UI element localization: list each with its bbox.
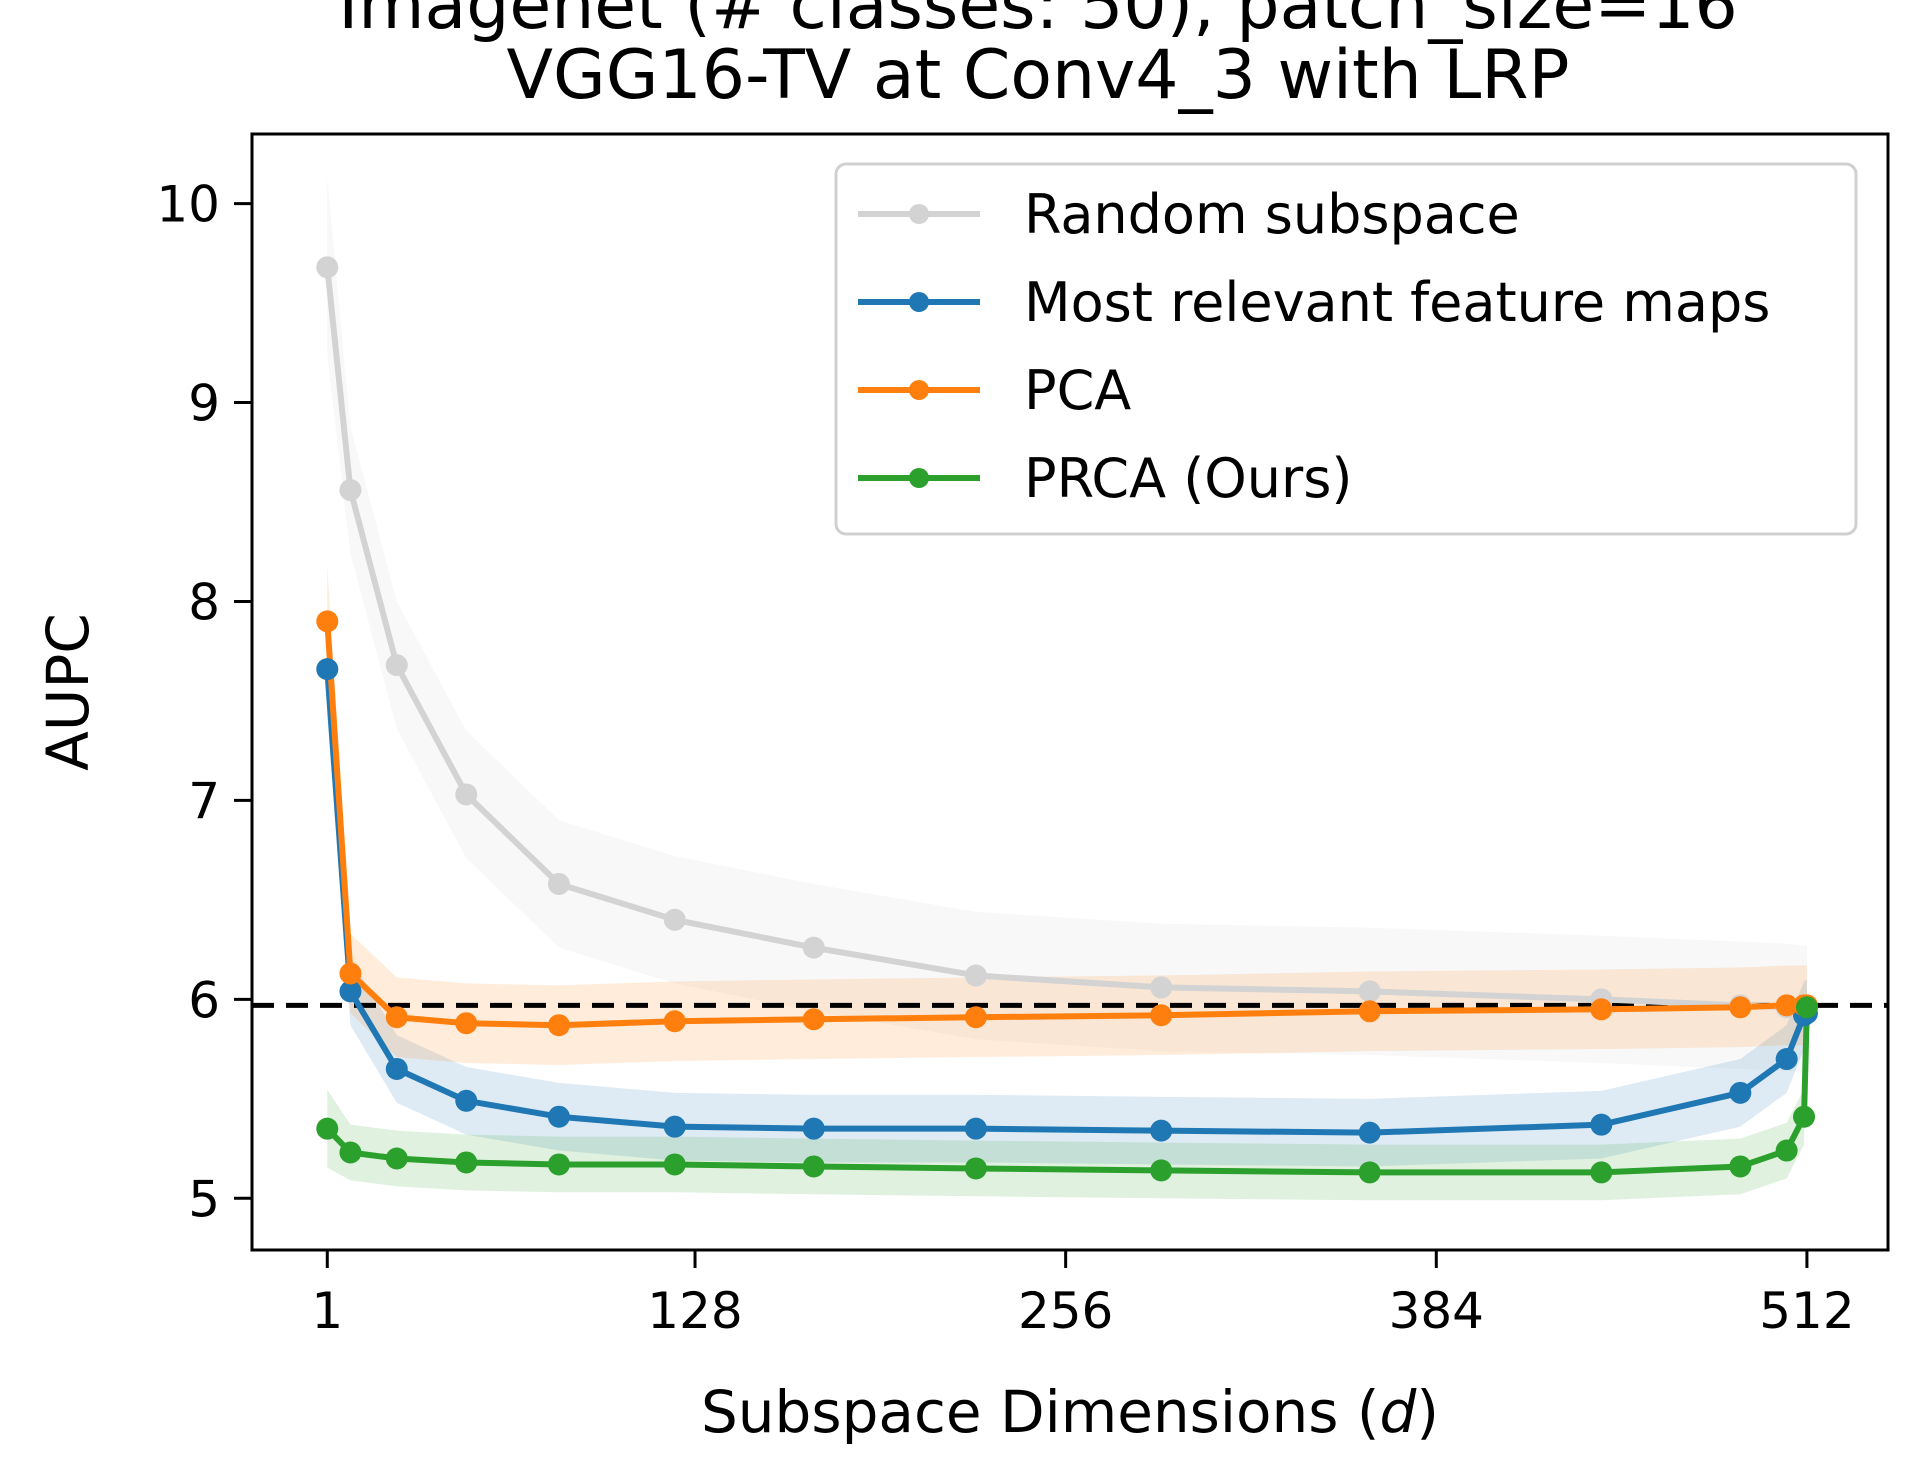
legend-entry-most-relevant-feature-maps: Most relevant feature maps — [858, 271, 1770, 334]
point-most-relevant-feature-maps-25 — [385, 1057, 408, 1080]
point-prca-ours-289 — [1150, 1159, 1173, 1182]
point-prca-ours-512 — [1795, 996, 1818, 1019]
legend-marker-random-subspace — [909, 204, 929, 224]
point-pca-289 — [1150, 1004, 1173, 1027]
point-pca-441 — [1590, 998, 1613, 1021]
point-most-relevant-feature-maps-489 — [1729, 1081, 1752, 1104]
plot-frame — [250, 132, 1890, 1252]
point-prca-ours-489 — [1729, 1155, 1752, 1178]
point-prca-ours-81 — [547, 1153, 570, 1176]
legend-label-prca-ours: PRCA (Ours) — [1024, 447, 1352, 510]
point-prca-ours-1 — [316, 1117, 339, 1140]
legend-box — [834, 162, 1858, 536]
point-random-subspace-225 — [964, 964, 987, 987]
point-random-subspace-169 — [802, 936, 825, 959]
point-pca-225 — [964, 1006, 987, 1029]
legend-marker-pca — [909, 380, 929, 400]
chart-title-line-1: Imagenet (# classes: 50), patch_size=16 — [338, 0, 1738, 45]
point-most-relevant-feature-maps-121 — [663, 1115, 686, 1138]
y-axis-label: AUPC — [34, 613, 102, 771]
point-prca-ours-441 — [1590, 1161, 1613, 1184]
point-pca-169 — [802, 1008, 825, 1031]
point-pca-505 — [1775, 994, 1798, 1017]
point-most-relevant-feature-maps-225 — [964, 1117, 987, 1140]
point-most-relevant-feature-maps-505 — [1775, 1048, 1798, 1071]
point-most-relevant-feature-maps-361 — [1358, 1121, 1381, 1144]
band-pca — [327, 565, 1807, 1065]
point-most-relevant-feature-maps-9 — [339, 980, 362, 1003]
point-random-subspace-361 — [1358, 980, 1381, 1003]
point-pca-121 — [663, 1010, 686, 1033]
y-tick-label-5: 5 — [188, 1170, 220, 1228]
y-tick-label-10: 10 — [156, 176, 220, 234]
point-prca-ours-361 — [1358, 1161, 1381, 1184]
band-prca-ours — [327, 979, 1807, 1201]
point-most-relevant-feature-maps-289 — [1150, 1119, 1173, 1142]
x-tick-label-384: 384 — [1389, 1282, 1484, 1340]
y-axis-ticks: 5 6 7 8 9 10 — [156, 176, 252, 1228]
point-random-subspace-289 — [1150, 976, 1173, 999]
point-prca-ours-25 — [385, 1147, 408, 1170]
point-pca-25 — [385, 1006, 408, 1029]
point-pca-361 — [1358, 1000, 1381, 1023]
chart-title-line-2: VGG16-TV at Conv4_3 with LRP — [507, 36, 1570, 115]
point-pca-1 — [316, 610, 339, 633]
point-most-relevant-feature-maps-49 — [455, 1089, 478, 1112]
point-prca-ours-169 — [802, 1155, 825, 1178]
point-prca-ours-49 — [455, 1151, 478, 1174]
band-random-subspace — [327, 178, 1807, 1073]
point-random-subspace-1 — [316, 256, 339, 279]
y-tick-label-7: 7 — [188, 772, 220, 830]
y-tick-label-6: 6 — [188, 971, 220, 1029]
legend: Random subspace Most relevant feature ma… — [834, 162, 1858, 536]
point-prca-ours-225 — [964, 1157, 987, 1180]
legend-label-pca: PCA — [1024, 359, 1131, 422]
point-random-subspace-49 — [455, 783, 478, 806]
legend-entry-pca: PCA — [858, 359, 1131, 422]
series-markers — [316, 256, 1818, 1184]
point-random-subspace-121 — [663, 908, 686, 931]
point-most-relevant-feature-maps-81 — [547, 1105, 570, 1128]
point-random-subspace-25 — [385, 654, 408, 677]
y-tick-label-8: 8 — [188, 573, 220, 631]
point-random-subspace-81 — [547, 872, 570, 895]
point-most-relevant-feature-maps-1 — [316, 658, 339, 681]
point-pca-489 — [1729, 996, 1752, 1019]
x-axis-ticks: 1 128 256 384 512 — [311, 1250, 1855, 1340]
legend-label-most-relevant-feature-maps: Most relevant feature maps — [1024, 271, 1770, 334]
point-prca-ours-121 — [663, 1153, 686, 1176]
x-axis-label: Subspace Dimensions (d) — [701, 1378, 1439, 1446]
x-tick-label-512: 512 — [1759, 1282, 1854, 1340]
legend-marker-most-relevant-feature-maps — [909, 292, 929, 312]
point-pca-81 — [547, 1014, 570, 1037]
x-tick-label-1: 1 — [311, 1282, 343, 1340]
x-tick-label-256: 256 — [1018, 1282, 1113, 1340]
legend-label-random-subspace: Random subspace — [1024, 183, 1520, 246]
point-pca-9 — [339, 962, 362, 985]
legend-entry-random-subspace: Random subspace — [858, 183, 1520, 246]
point-prca-ours-511 — [1793, 1105, 1816, 1128]
point-most-relevant-feature-maps-441 — [1590, 1113, 1613, 1136]
legend-entry-prca-ours: PRCA (Ours) — [858, 447, 1352, 510]
point-prca-ours-9 — [339, 1141, 362, 1164]
point-random-subspace-9 — [339, 479, 362, 502]
point-pca-49 — [455, 1012, 478, 1035]
x-tick-label-128: 128 — [647, 1282, 742, 1340]
legend-marker-prca-ours — [909, 468, 929, 488]
point-prca-ours-505 — [1775, 1139, 1798, 1162]
y-tick-label-9: 9 — [188, 375, 220, 433]
point-most-relevant-feature-maps-169 — [802, 1117, 825, 1140]
